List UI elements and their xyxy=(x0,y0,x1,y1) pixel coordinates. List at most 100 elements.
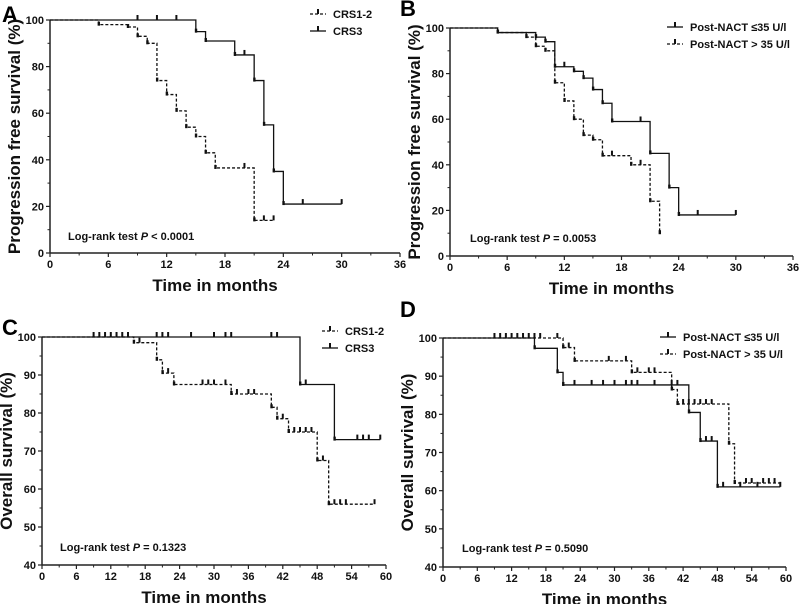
x-tick-label: 36 xyxy=(394,259,406,271)
event-mark xyxy=(172,381,176,386)
annotation-p: P xyxy=(141,231,149,243)
annotation-value: = 0.0053 xyxy=(550,233,596,245)
event-mark xyxy=(270,404,273,409)
x-tick-label: 54 xyxy=(746,573,759,585)
x-tick-label: 24 xyxy=(673,262,686,274)
event-mark xyxy=(601,152,604,157)
event-mark xyxy=(573,357,576,362)
event-mark xyxy=(97,21,101,26)
y-axis-label: Progression free survival (%) xyxy=(405,24,424,259)
x-tick-label: 0 xyxy=(47,259,53,271)
y-tick-label: 20 xyxy=(432,205,444,217)
x-tick-label: 18 xyxy=(540,573,552,585)
y-tick-label: 80 xyxy=(425,409,437,421)
event-mark xyxy=(727,440,731,445)
x-tick-label: 24 xyxy=(173,571,186,583)
event-mark xyxy=(658,230,662,235)
x-tick-label: 0 xyxy=(440,573,446,585)
event-mark xyxy=(649,150,652,155)
legend-label: Post-NACT > 35 U/l xyxy=(690,39,790,51)
event-mark xyxy=(333,436,336,441)
x-tick-label: 36 xyxy=(643,573,655,585)
event-mark xyxy=(175,107,178,112)
panel-d: D 0 6 12 18 24 30 36 42 48 54 60 40 50 60 70 80 90 100 Time… xyxy=(398,297,792,604)
event-mark xyxy=(253,77,256,82)
annotation-value: = 0.5090 xyxy=(542,543,588,555)
survival-curve-1 xyxy=(50,19,274,222)
x-axis-label: Time in months xyxy=(152,276,277,295)
y-tick-label: 50 xyxy=(425,524,437,536)
survival-curve-2 xyxy=(42,336,381,441)
y-tick-label: 0 xyxy=(38,248,44,260)
y-tick-label: 80 xyxy=(24,408,36,420)
y-tick-label: 90 xyxy=(425,371,437,383)
event-mark xyxy=(146,40,149,45)
panel-letter: C xyxy=(2,315,18,340)
event-mark xyxy=(716,483,719,488)
legend-label: CRS1-2 xyxy=(345,326,384,338)
x-tick-label: 24 xyxy=(574,573,587,585)
x-tick-label: 36 xyxy=(242,571,254,583)
y-tick-label: 40 xyxy=(32,155,44,167)
event-mark xyxy=(214,164,217,169)
y-tick-label: 60 xyxy=(432,114,444,126)
x-tick-label: 60 xyxy=(380,571,392,583)
x-tick-label: 30 xyxy=(608,573,620,585)
annotation-p: P xyxy=(535,543,543,555)
event-mark xyxy=(185,124,188,129)
event-mark xyxy=(563,97,566,102)
x-axis-label: Time in months xyxy=(542,590,667,604)
event-mark xyxy=(525,34,528,39)
legend-label: CRS1-2 xyxy=(333,9,372,21)
event-mark xyxy=(299,381,302,386)
event-mark xyxy=(155,356,159,361)
annotation-value: = 0.1323 xyxy=(140,542,186,554)
annotation-value: < 0.0001 xyxy=(148,231,194,243)
event-mark xyxy=(610,118,614,123)
legend-label: CRS3 xyxy=(345,343,374,355)
event-mark xyxy=(276,415,279,420)
event-mark xyxy=(699,438,702,443)
y-tick-label: 80 xyxy=(32,62,44,74)
x-axis-label: Time in months xyxy=(141,588,266,604)
event-mark xyxy=(534,43,538,48)
x-tick-label: 42 xyxy=(677,573,689,585)
y-axis-label: Overall survival (%) xyxy=(0,372,16,530)
x-tick-label: 0 xyxy=(447,262,453,274)
event-mark xyxy=(630,369,634,374)
event-mark xyxy=(591,86,595,91)
legend-label: CRS3 xyxy=(333,26,362,38)
event-mark xyxy=(533,345,536,350)
log-rank-annotation: Log-rank test P = 0.5090 xyxy=(462,543,588,555)
y-tick-label: 70 xyxy=(425,448,437,460)
event-mark xyxy=(204,37,207,42)
x-tick-label: 6 xyxy=(105,259,111,271)
y-tick-label: 100 xyxy=(26,15,44,27)
event-mark xyxy=(676,401,679,406)
x-tick-label: 60 xyxy=(780,573,792,585)
y-tick-label: 100 xyxy=(419,333,437,345)
y-tick-label: 90 xyxy=(24,370,36,382)
event-mark xyxy=(161,370,164,375)
event-mark xyxy=(132,339,136,344)
event-mark xyxy=(582,132,585,137)
y-axis-label: Progression free survival (%) xyxy=(5,19,24,254)
panel-letter: A xyxy=(2,2,18,27)
log-rank-annotation: Log-rank test P < 0.0001 xyxy=(68,231,194,243)
event-mark xyxy=(204,149,207,154)
event-mark xyxy=(496,29,500,34)
survival-curve-1 xyxy=(450,27,736,216)
log-rank-annotation: Log-rank test P = 0.0053 xyxy=(470,233,596,245)
event-mark xyxy=(165,91,169,96)
x-tick-label: 42 xyxy=(277,571,289,583)
event-mark xyxy=(194,28,198,33)
y-tick-label: 40 xyxy=(425,562,437,574)
legend-label: Post-NACT > 35 U/l xyxy=(683,349,783,361)
event-mark xyxy=(630,161,633,166)
event-mark xyxy=(733,480,736,485)
event-mark xyxy=(136,33,139,38)
event-mark xyxy=(677,211,681,216)
event-mark xyxy=(282,201,285,206)
panel-c: C 0 6 12 18 24 30 36 42 48 54 60 40 50 60 70 80 90 100 Time… xyxy=(0,315,392,604)
